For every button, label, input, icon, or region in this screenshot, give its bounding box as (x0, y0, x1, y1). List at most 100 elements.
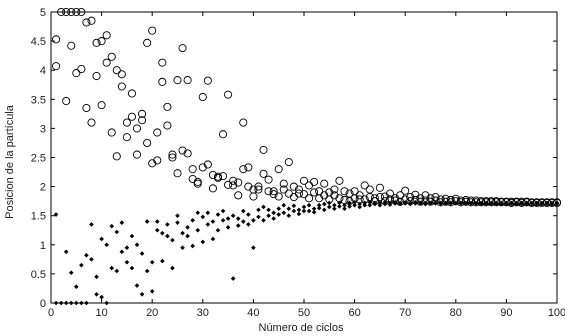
data-point-circle (183, 76, 192, 85)
data-point-circle (365, 185, 374, 194)
data-point-diamond (362, 200, 368, 206)
data-point-circle (148, 26, 157, 35)
data-point-diamond (266, 213, 271, 218)
x-tick-label: 20 (146, 307, 158, 319)
data-point-circle (289, 193, 298, 202)
data-point-circle (310, 177, 319, 186)
data-point-circle (127, 112, 137, 121)
x-tick-label: 80 (450, 307, 462, 319)
data-point-diamond (352, 202, 357, 208)
data-point-circle (249, 192, 258, 201)
data-point-circle (173, 76, 182, 85)
data-point-circle (138, 109, 147, 118)
data-point-diamond (554, 201, 560, 206)
data-point-diamond (397, 200, 403, 206)
data-point-diamond (463, 201, 469, 206)
data-point-diamond (271, 210, 276, 216)
data-point-diamond (144, 219, 150, 224)
data-point-diamond (357, 204, 362, 210)
data-point-circle (234, 178, 243, 187)
data-point-diamond (79, 300, 84, 306)
data-point-diamond (367, 202, 373, 208)
data-point-circle (234, 191, 243, 200)
data-point-diamond (327, 200, 332, 206)
data-point-circle (183, 149, 192, 158)
data-point-diamond (321, 207, 327, 213)
data-point-diamond (539, 201, 545, 206)
data-point-diamond (190, 243, 195, 249)
data-point-circle (254, 182, 263, 191)
data-point-diamond (332, 202, 337, 208)
data-point-diamond (104, 300, 109, 306)
data-point-diamond (321, 201, 327, 207)
data-point-diamond (286, 206, 292, 212)
data-point-circle (218, 172, 228, 181)
data-point-circle (259, 145, 268, 154)
data-point-circle (112, 152, 121, 161)
x-tick-label: 10 (95, 307, 107, 319)
data-point-diamond (306, 202, 312, 208)
data-point-diamond (160, 230, 165, 236)
data-point-circle (203, 160, 212, 169)
data-point-circle (224, 90, 233, 99)
data-point-diamond (210, 236, 216, 242)
data-point-diamond (74, 300, 79, 306)
data-point-diamond (382, 200, 388, 205)
data-point-circle (335, 176, 344, 185)
data-point-circle (385, 189, 395, 198)
data-point-diamond (458, 201, 464, 206)
data-point-diamond (154, 219, 160, 224)
data-point-circle (178, 146, 187, 155)
data-point-circle (315, 194, 324, 203)
data-point-diamond (230, 276, 236, 281)
y-tick-label: 0 (40, 298, 46, 310)
data-point-circle (239, 118, 248, 127)
data-point-diamond (473, 201, 479, 206)
data-point-diamond (109, 265, 115, 271)
data-point-circle (87, 118, 96, 127)
data-point-diamond (99, 236, 104, 242)
data-point-diamond (291, 203, 297, 209)
data-point-diamond (246, 222, 251, 227)
x-tick-label: 60 (348, 307, 360, 319)
data-point-circle (279, 179, 288, 188)
data-point-diamond (160, 258, 165, 264)
x-tick-label: 40 (247, 307, 259, 319)
data-point-circle (107, 52, 116, 61)
data-point-diamond (524, 201, 529, 206)
data-point-diamond (483, 201, 489, 206)
data-point-circle (310, 188, 319, 197)
data-point-circle (330, 191, 339, 200)
y-tick-label: 3.5 (31, 94, 46, 106)
data-point-circle (198, 92, 207, 102)
x-axis-label: Número de ciclos (259, 322, 344, 334)
data-point-circle (92, 71, 101, 81)
data-point-circle (112, 66, 121, 75)
data-point-diamond (296, 211, 302, 217)
data-point-circle (218, 130, 228, 139)
y-tick-label: 4.5 (31, 36, 46, 48)
data-point-diamond (362, 202, 368, 208)
data-point-diamond (342, 202, 347, 208)
data-point-circle (315, 187, 324, 196)
data-point-diamond (504, 201, 509, 206)
data-point-diamond (357, 201, 362, 207)
data-point-diamond (387, 200, 393, 206)
data-point-diamond (200, 214, 206, 220)
data-point-circle (264, 175, 273, 184)
data-point-circle (117, 70, 126, 79)
data-point-diamond (301, 204, 307, 210)
x-tick-label: 30 (197, 307, 209, 319)
data-point-circle (259, 169, 268, 178)
data-point-circle (401, 186, 410, 195)
data-point-diamond (266, 207, 271, 213)
data-point-diamond (327, 204, 332, 210)
data-point-circle (173, 169, 182, 178)
data-point-circle (77, 64, 86, 74)
y-tick-label: 1.5 (31, 211, 46, 223)
data-point-diamond (144, 268, 150, 274)
data-point-diamond (129, 265, 135, 271)
data-point-diamond (433, 201, 438, 206)
data-point-diamond (74, 284, 79, 290)
data-point-diamond (342, 206, 347, 212)
